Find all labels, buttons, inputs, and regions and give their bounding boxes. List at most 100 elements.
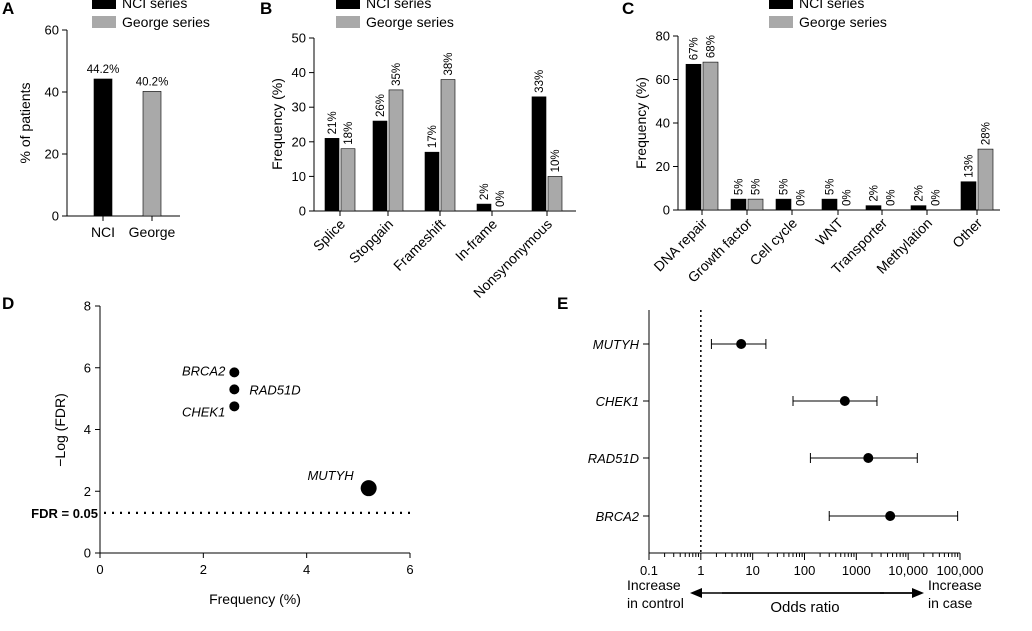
bar-value-label: 33% xyxy=(534,70,546,93)
odds-ratio-point xyxy=(839,396,850,406)
bar-value-label: 0% xyxy=(886,189,898,206)
legend-george-swatch xyxy=(336,16,360,28)
x-tick-label: Frameshift xyxy=(390,216,448,274)
bar xyxy=(93,78,113,217)
bar-value-label: 0% xyxy=(495,190,507,207)
x-tick-label: 10,000 xyxy=(888,563,928,578)
x-tick-label: 0.1 xyxy=(640,563,658,578)
bar xyxy=(388,89,404,212)
x-tick-label: 100,000 xyxy=(937,563,984,578)
bar-value-label: 40.2% xyxy=(136,76,169,88)
bar xyxy=(775,198,792,211)
y-tick-label: 40 xyxy=(45,85,59,100)
panel-c: C NCI series George series 0 20 40 60 80 67%… xyxy=(622,0,1000,286)
e-left-note-line1: Increase xyxy=(627,577,681,593)
x-tick-label: Splice xyxy=(310,216,348,254)
d-y-axis-label: −Log (FDR) xyxy=(52,393,68,467)
x-tick-label: 1000 xyxy=(842,563,871,578)
panel-d-letter: D xyxy=(2,294,14,313)
point-label: CHEK1 xyxy=(182,404,225,419)
gene-label: CHEK1 xyxy=(596,394,639,409)
bar-value-label: 2% xyxy=(914,185,926,202)
y-tick-label: 30 xyxy=(292,100,306,115)
point-label: MUTYH xyxy=(307,468,354,483)
bar xyxy=(747,198,764,211)
x-tick-label: 100 xyxy=(794,563,816,578)
legend-george-label: George series xyxy=(122,14,210,30)
bar xyxy=(910,205,927,211)
x-tick-label: Other xyxy=(949,215,985,251)
y-tick-label: 20 xyxy=(45,147,59,162)
gene-label: RAD51D xyxy=(588,451,639,466)
e-ticks: 0.1 1 10 100 1000 10,000 100,000 xyxy=(640,553,984,578)
y-tick-label: 4 xyxy=(84,422,91,437)
y-tick-label: 50 xyxy=(292,31,306,46)
bar xyxy=(685,63,702,211)
y-tick-label: 0 xyxy=(84,546,91,561)
panel-b-letter: B xyxy=(260,0,272,18)
bar xyxy=(960,181,977,211)
panel-c-letter: C xyxy=(622,0,634,18)
y-tick-label: 40 xyxy=(656,116,670,131)
bar xyxy=(340,148,356,212)
bar xyxy=(821,198,838,211)
d-x-axis-label: Frequency (%) xyxy=(209,591,301,607)
panel-e: E 0.1 1 10 100 1000 10,000 100,000 MUTYH CHEK1 R… xyxy=(557,294,984,616)
scatter-point xyxy=(229,384,240,395)
b-y-ticks: 0 10 20 30 40 50 xyxy=(292,31,314,219)
y-tick-label: 0 xyxy=(52,209,59,224)
bar xyxy=(977,148,994,211)
a-y-axis-label: % of patients xyxy=(17,83,33,164)
scatter-point xyxy=(229,367,240,378)
bar-value-label: 44.2% xyxy=(87,64,120,76)
bar xyxy=(142,91,162,217)
bar xyxy=(324,138,340,212)
bar-value-label: 0% xyxy=(842,189,854,206)
c-y-axis-label: Frequency (%) xyxy=(633,77,649,169)
d-ticks: 0 2 4 6 8 0 2 4 6 xyxy=(84,299,414,578)
x-tick-label: NCI xyxy=(91,224,115,240)
bar xyxy=(476,203,492,212)
y-tick-label: 10 xyxy=(292,169,306,184)
e-right-note-line1: Increase xyxy=(928,577,982,593)
scatter-point xyxy=(360,480,377,497)
bar-value-label: 5% xyxy=(779,179,791,196)
x-tick-label: 10 xyxy=(745,563,759,578)
gene-label: BRCA2 xyxy=(596,509,640,524)
a-bars: 44.2% NCI 40.2% George xyxy=(87,64,176,240)
odds-ratio-point xyxy=(736,339,747,349)
bar-value-label: 10% xyxy=(550,149,562,172)
bar-value-label: 35% xyxy=(391,63,403,86)
b-bars: 21% 18% Splice 26% 35% Stopgain 17% 38% Frameshi… xyxy=(310,52,563,301)
gene-label: MUTYH xyxy=(593,337,640,352)
panel-a-letter: A xyxy=(2,0,14,18)
bar-value-label: 21% xyxy=(327,111,339,134)
bar xyxy=(547,176,563,212)
panel-e-letter: E xyxy=(557,294,568,313)
bar-value-label: 5% xyxy=(751,179,763,196)
bar xyxy=(531,96,547,212)
panel-b: B NCI series George series 0 10 20 30 40 50 2… xyxy=(260,0,576,301)
y-tick-label: 80 xyxy=(656,29,670,44)
y-tick-label: 60 xyxy=(45,23,59,38)
legend-nci-swatch xyxy=(336,0,360,9)
legend-nci-swatch xyxy=(769,0,793,9)
y-tick-label: 60 xyxy=(656,72,670,87)
e-rows: MUTYH CHEK1 RAD51D BRCA2 xyxy=(588,337,959,524)
bar xyxy=(730,198,747,211)
x-tick-label: 6 xyxy=(406,562,413,577)
e-arrowhead-left xyxy=(690,588,702,598)
panel-d: D 0 2 4 6 8 0 2 4 6 FDR = 0.05 BRCA2 RAD51D CHEK1 M… xyxy=(2,294,414,607)
bar xyxy=(424,151,440,212)
e-left-note-line2: in control xyxy=(627,595,684,611)
y-tick-label: 20 xyxy=(656,159,670,174)
legend-nci-label: NCI series xyxy=(366,0,431,11)
bar-value-label: 18% xyxy=(343,122,355,145)
point-label: RAD51D xyxy=(249,382,300,397)
x-tick-label: George xyxy=(129,224,176,240)
bar-value-label: 5% xyxy=(734,179,746,196)
x-tick-label: Cell cycle xyxy=(746,215,800,269)
y-tick-label: 0 xyxy=(663,203,670,218)
